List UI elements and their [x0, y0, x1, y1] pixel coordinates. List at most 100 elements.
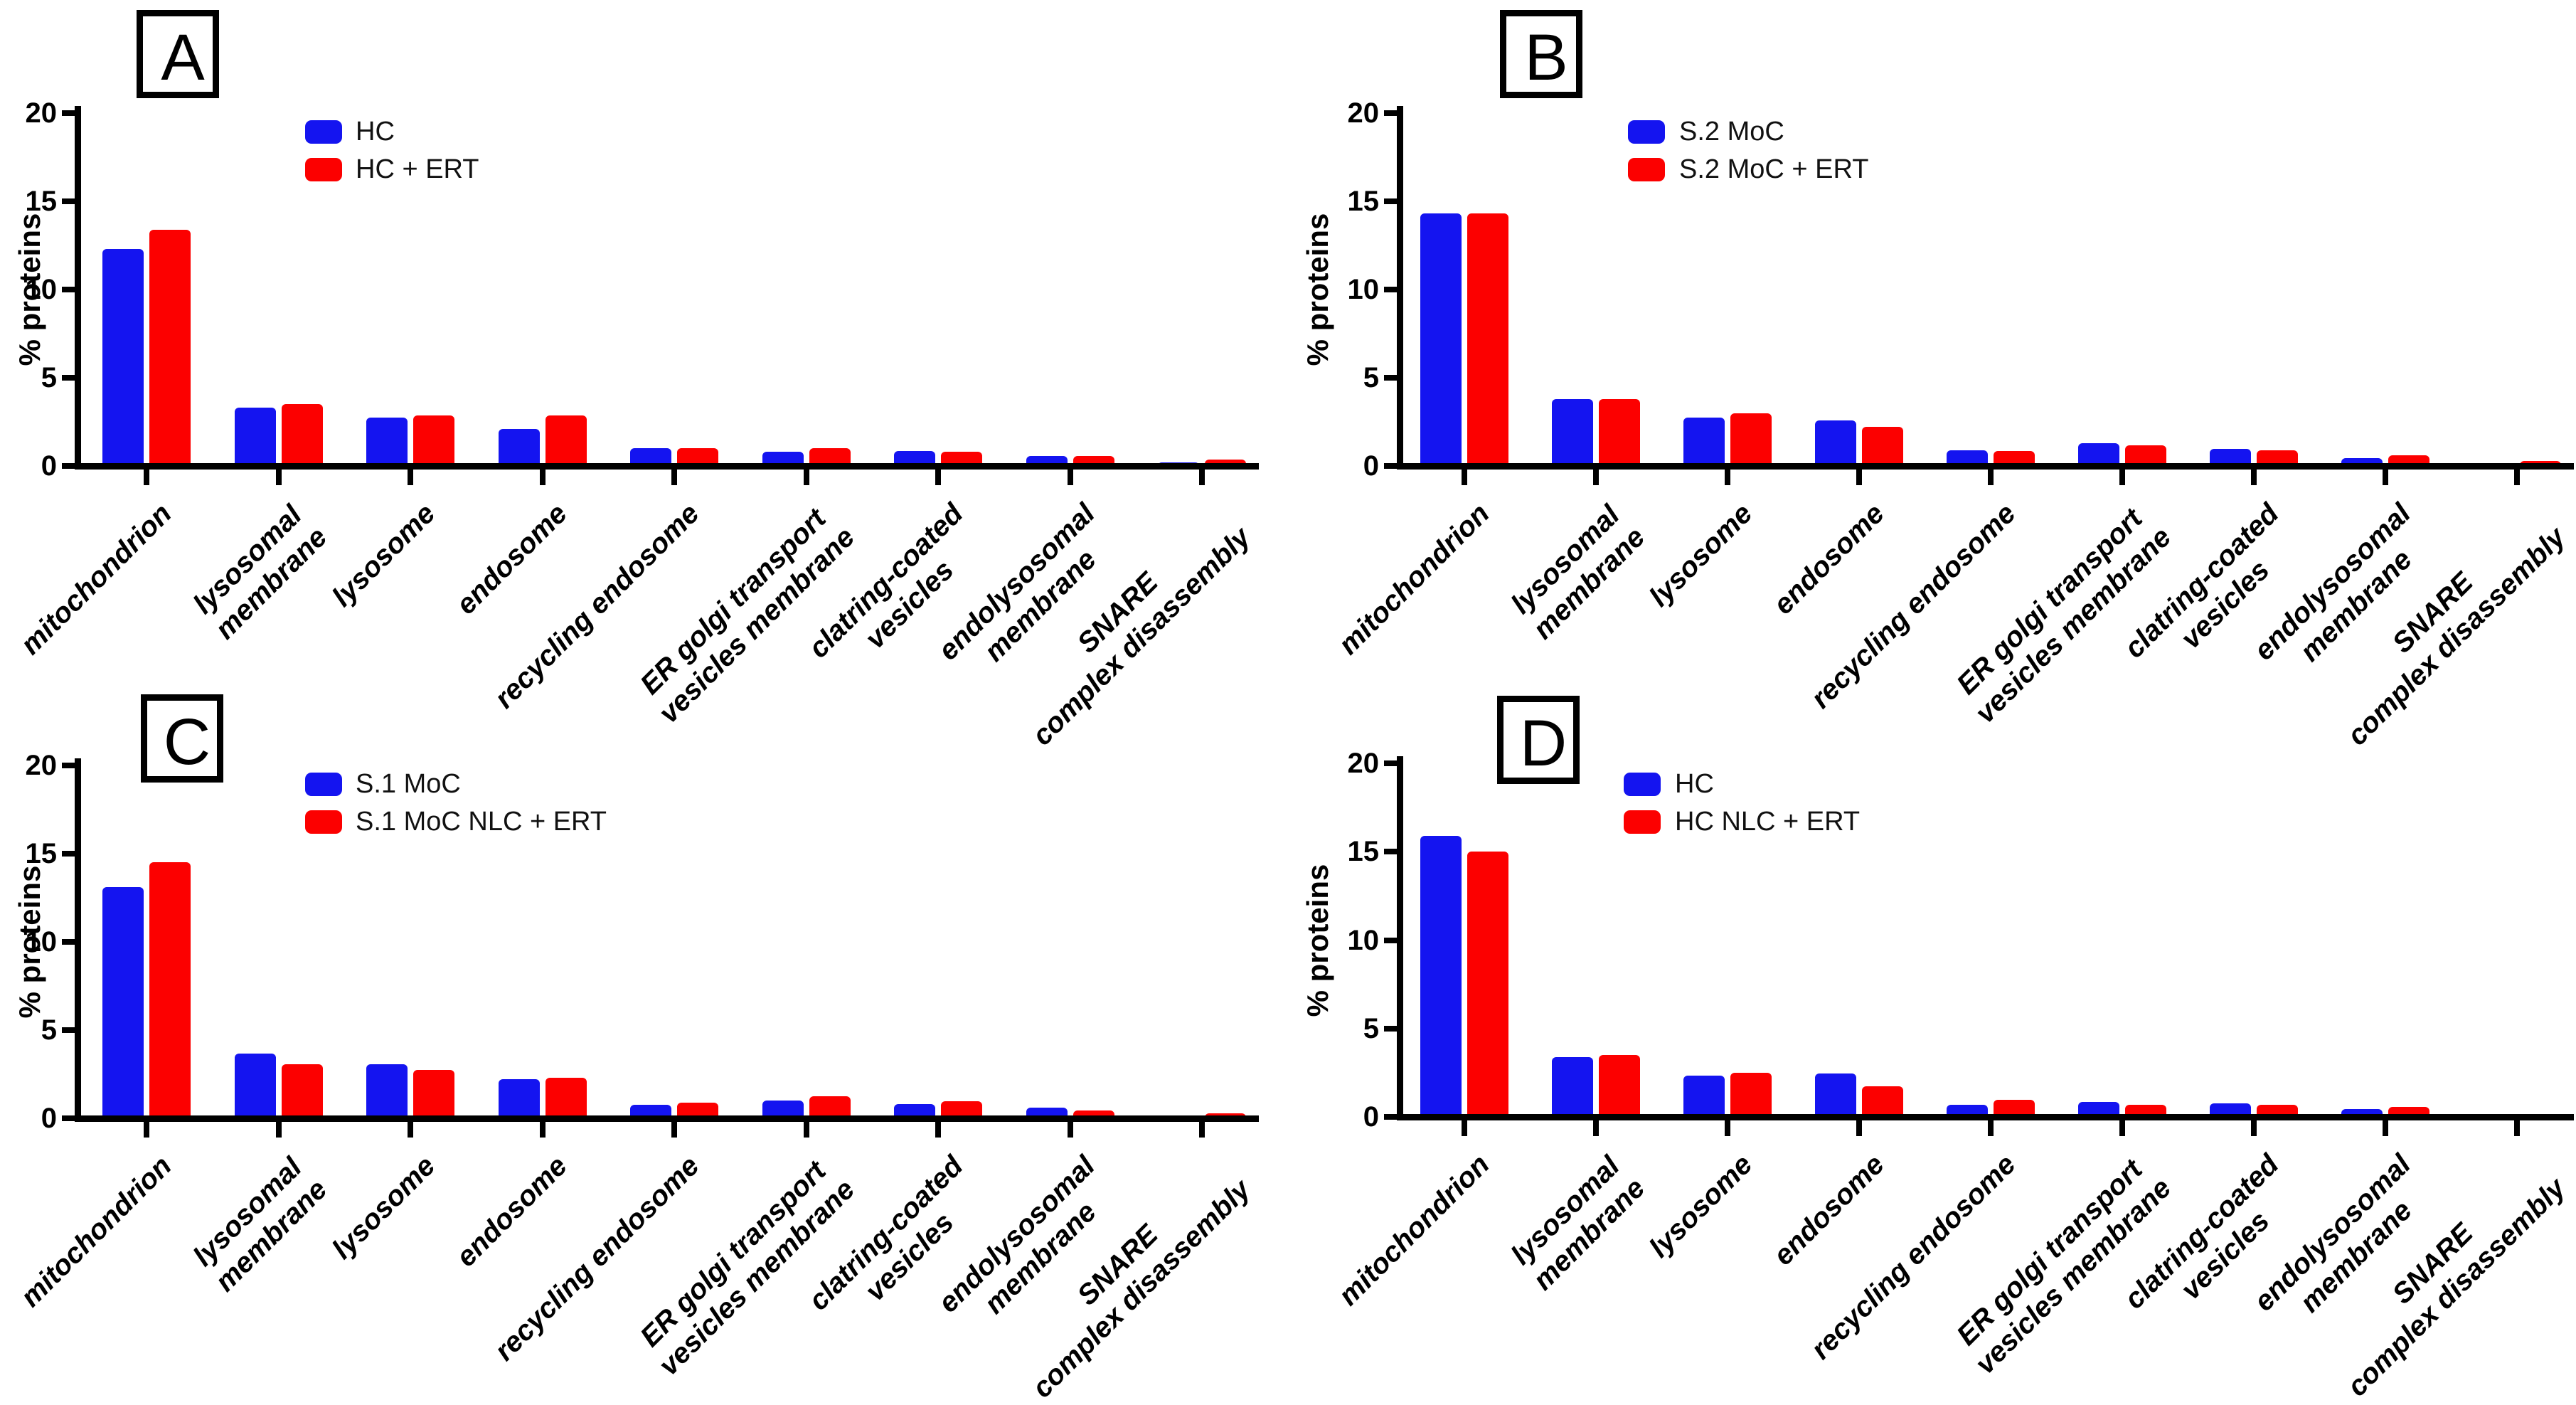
panel-c-y-tick	[62, 1115, 75, 1121]
panel-c-bar-series2-2	[413, 1069, 454, 1118]
panel-d-x-tick	[1593, 1120, 1599, 1136]
panel-a-y-tick-label: 20	[25, 97, 58, 129]
panel-c-x-tick	[803, 1122, 809, 1138]
panel-c-x-tick	[275, 1122, 282, 1138]
panel-c-y-tick-label: 10	[25, 926, 58, 958]
panel-d-y-tick	[1384, 849, 1397, 855]
panel-c-bar-series1-3	[498, 1079, 540, 1118]
panel-b-y-tick-label: 20	[1347, 97, 1380, 129]
panel-a-x-tick	[144, 470, 149, 485]
panel-b-x-axis-line	[1397, 463, 2574, 470]
panel-a-x-tick	[935, 470, 941, 485]
panel-d-y-tick	[1384, 760, 1397, 766]
panel-c-x-axis-line	[75, 1115, 1259, 1122]
panel-b-legend-label-series1: S.2 MoC	[1679, 117, 1784, 147]
panel-d-bar-series1-2	[1683, 1075, 1725, 1117]
panel-d-y-tick-label: 10	[1347, 924, 1380, 956]
panel-a-y-tick-label: 0	[41, 450, 57, 482]
panel-c-bar-series2-7	[1073, 1110, 1114, 1118]
panel-c-legend-swatch-series1	[305, 773, 342, 796]
panel-d-x-tick	[1856, 1120, 1862, 1136]
panel-d-y-tick-label: 5	[1363, 1012, 1379, 1044]
panel-b-y-tick	[1384, 198, 1397, 204]
panel-a-y-tick	[62, 110, 75, 116]
panel-a-category-label: lysosome	[326, 497, 442, 613]
panel-d-x-tick	[1725, 1120, 1730, 1136]
panel-d-bar-series2-5	[2125, 1104, 2166, 1117]
panel-d-legend-label-series2: HC NLC + ERT	[1675, 807, 1861, 837]
panel-c-bar-series1-5	[762, 1101, 804, 1118]
panel-d-bar-series1-3	[1815, 1073, 1856, 1117]
panel-d-x-tick	[1462, 1120, 1467, 1136]
panel-d-bar-series2-1	[1599, 1055, 1640, 1117]
four-panel-bar-figure: A% proteins 0 5 10 15 20 mitochondrion lysosoma…	[13, 0, 2576, 1404]
panel-c-category-label: lysosomal membrane	[187, 1152, 334, 1298]
panel-b-y-tick-label: 5	[1363, 362, 1379, 393]
panel-a-x-tick	[539, 470, 545, 485]
panel-d-bar-series1-7	[2341, 1108, 2383, 1117]
panel-a-category-label: endosome	[450, 497, 574, 621]
panel-a-y-tick-label: 5	[41, 362, 57, 393]
panel-a-letter-box: A	[137, 10, 219, 98]
panel-b: B% proteins 0 5 10 15 20 mitochondrion lysosoma…	[1288, 0, 2576, 752]
panel-b-bar-series1-3	[1815, 420, 1856, 466]
panel-d-bar-series2-6	[2257, 1104, 2298, 1117]
panel-c-bar-series1-4	[630, 1105, 671, 1118]
panel-b-category-label: lysosomal membrane	[1505, 499, 1651, 646]
panel-b-legend-swatch-series2	[1628, 158, 1665, 181]
panel-b-bar-series1-0	[1420, 213, 1462, 466]
panel-b-category-label: lysosome	[1644, 497, 1759, 613]
panel-d-bar-series1-5	[2078, 1101, 2119, 1117]
panel-a-legend-label-series2: HC + ERT	[356, 154, 479, 184]
panel-c-category-label: lysosome	[326, 1150, 442, 1266]
panel-c-x-tick	[671, 1122, 677, 1138]
panel-c-bar-series2-4	[677, 1102, 718, 1118]
panel-b-x-tick	[2383, 470, 2388, 485]
panel-a-bar-series1-0	[102, 248, 144, 466]
panel-b-x-tick	[1988, 470, 1994, 485]
panel-b-bar-series1-6	[2210, 449, 2251, 466]
panel-b-x-tick	[1462, 470, 1467, 485]
panel-c-bar-series1-6	[894, 1104, 935, 1118]
panel-c-bar-series2-6	[941, 1101, 982, 1118]
panel-b-bar-series2-1	[1599, 398, 1640, 466]
panel-b-bar-series2-5	[2125, 445, 2166, 466]
panel-b-y-axis-line	[1397, 106, 1403, 469]
panel-c-bar-series1-2	[366, 1064, 408, 1118]
panel-b-legend-swatch-series1	[1628, 120, 1665, 144]
panel-a-letter: A	[161, 21, 205, 94]
panel-a-bar-series2-3	[545, 415, 587, 466]
panel-a-bar-series2-6	[941, 452, 982, 466]
panel-b-y-tick-label: 15	[1347, 186, 1380, 217]
panel-b-y-tick-label: 0	[1363, 450, 1379, 482]
panel-b-bar-series1-7	[2341, 457, 2383, 466]
panel-d-legend-label-series1: HC	[1675, 769, 1714, 799]
panel-c-y-tick	[62, 851, 75, 857]
panel-c-bar-series2-0	[149, 862, 191, 1118]
panel-a-x-tick	[408, 470, 413, 485]
panel-a-category-label: lysosomal membrane	[187, 499, 334, 646]
panel-c-x-tick	[935, 1122, 941, 1138]
panel-b-x-tick	[2251, 470, 2257, 485]
panel-a-y-axis-line	[75, 106, 81, 469]
panel-c-bar-series2-5	[809, 1096, 851, 1118]
panel-b-letter: B	[1524, 21, 1568, 94]
panel-b-x-tick	[1593, 470, 1599, 485]
panel-d-legend-swatch-series1	[1624, 773, 1661, 796]
panel-b-x-tick	[1856, 470, 1862, 485]
panel-a-bar-series2-2	[413, 415, 454, 466]
panel-a-bar-series1-3	[498, 428, 540, 466]
panel-b-bar-series2-3	[1862, 427, 1903, 466]
panel-b-bar-series1-1	[1552, 398, 1593, 466]
panel-d-bar-series2-3	[1862, 1086, 1903, 1117]
panel-a-legend-label-series1: HC	[356, 117, 395, 147]
panel-a-bar-series2-0	[149, 229, 191, 466]
panel-c-legend-label-series1: S.1 MoC	[356, 769, 461, 799]
panel-a-y-tick	[62, 287, 75, 292]
panel-d-letter-box: D	[1497, 696, 1580, 784]
panel-c-category-label: mitochondrion	[14, 1150, 178, 1313]
panel-a-bar-series2-8	[1205, 460, 1246, 466]
panel-d-category-label: lysosomal membrane	[1505, 1150, 1651, 1297]
panel-d-bar-series2-0	[1467, 852, 1508, 1117]
panel-b-bar-series2-0	[1467, 213, 1508, 466]
